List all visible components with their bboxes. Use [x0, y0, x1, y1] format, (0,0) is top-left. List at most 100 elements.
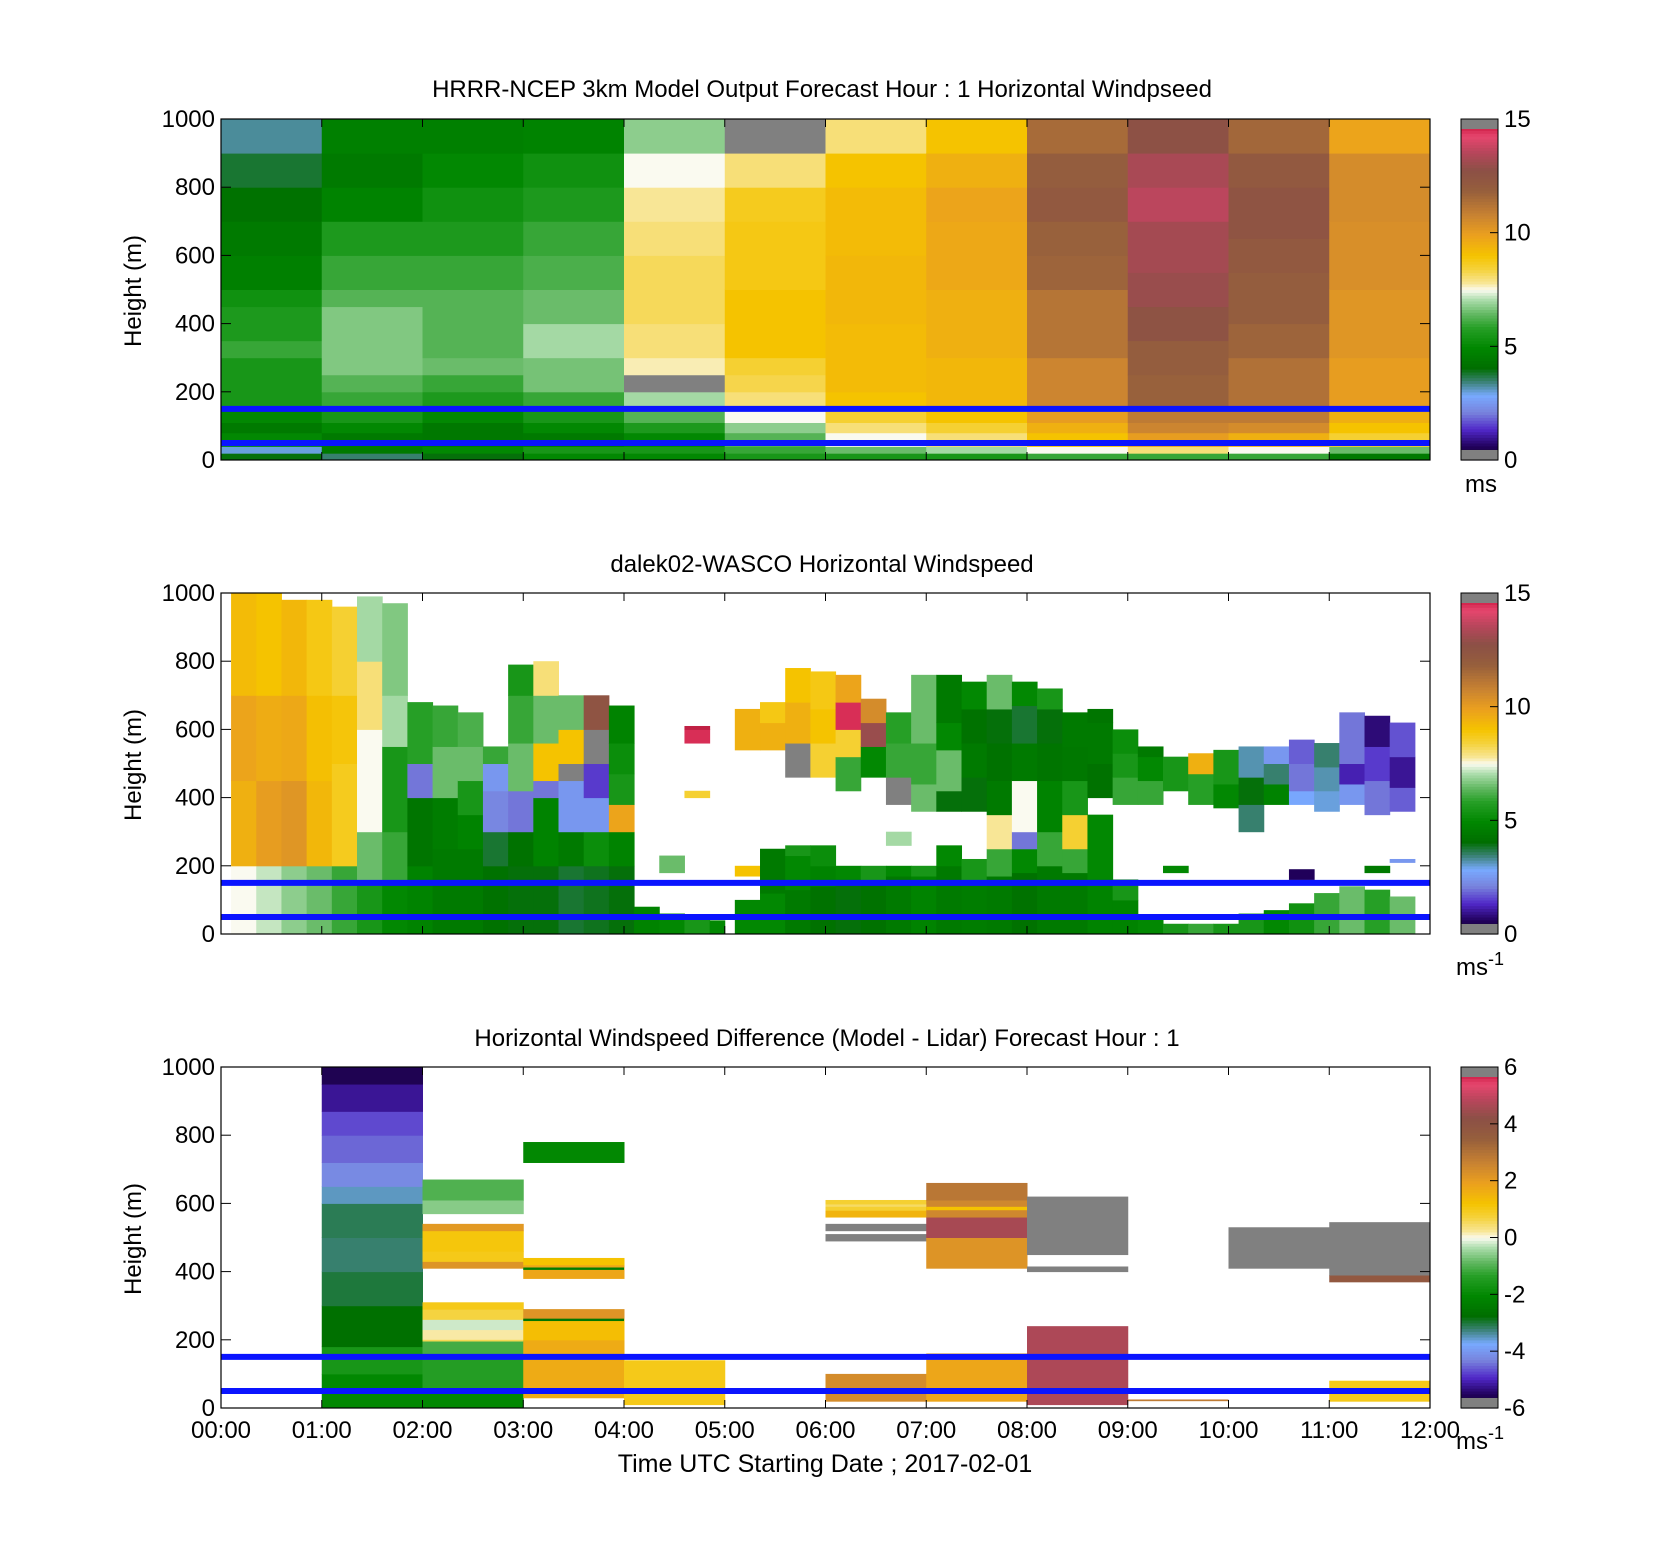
heatmap-cell — [825, 119, 927, 154]
colorbar-segment — [1461, 729, 1498, 733]
heatmap-cell — [422, 374, 524, 393]
heatmap-cell — [825, 1223, 927, 1232]
heatmap-cell — [523, 119, 625, 154]
colorbar-segment — [1461, 1118, 1498, 1122]
colorbar-segment — [1461, 837, 1498, 841]
colorbar-segment — [1461, 871, 1498, 875]
heatmap-cell — [1127, 306, 1229, 342]
heatmap-cell — [986, 780, 1013, 816]
heatmap-cell — [457, 712, 484, 747]
colorbar-segment — [1461, 786, 1498, 790]
heatmap-cell — [221, 255, 323, 290]
heatmap-cell — [608, 804, 635, 833]
heatmap-cell — [1329, 408, 1431, 423]
colorbar-segment — [1461, 1265, 1498, 1270]
colorbar-segment — [1461, 1388, 1498, 1392]
colorbar-segment — [1461, 178, 1498, 183]
colorbar-segment — [1461, 1189, 1498, 1193]
panel-diff-cbar-unit: ms-1 — [1456, 1423, 1504, 1455]
colorbar-segment — [1461, 1382, 1498, 1386]
colorbar-segment — [1461, 414, 1498, 418]
colorbar-segment — [1461, 806, 1498, 810]
colorbar-segment — [1461, 618, 1498, 623]
heatmap-cell — [684, 729, 711, 744]
colorbar-segment — [1461, 1132, 1498, 1136]
colorbar-segment — [1461, 323, 1498, 328]
colorbar-segment — [1461, 340, 1498, 345]
colorbar-segment — [1461, 885, 1498, 890]
colorbar-segment — [1461, 1123, 1498, 1128]
colorbar-tick-label: 0 — [1504, 447, 1517, 474]
heatmap-cell — [583, 695, 610, 730]
colorbar-segment — [1461, 337, 1498, 342]
heatmap-cell — [724, 357, 826, 376]
heatmap-cell — [1329, 422, 1431, 434]
colorbar-tick-label: -6 — [1504, 1395, 1525, 1422]
heatmap-cell — [1364, 889, 1391, 935]
colorbar-segment — [1461, 386, 1498, 390]
colorbar-segment — [1461, 306, 1498, 310]
heatmap-cell — [523, 153, 625, 188]
heatmap-cell — [926, 1217, 1028, 1238]
colorbar-segment — [1461, 1285, 1498, 1290]
colorbar-segment — [1461, 763, 1498, 767]
colorbar-segment — [1461, 1089, 1498, 1094]
colorbar-segment — [1461, 295, 1498, 299]
heatmap-cell — [608, 831, 635, 867]
colorbar-segment — [1461, 752, 1498, 756]
heatmap-cell — [1228, 272, 1330, 325]
x-tick-label: 03:00 — [493, 1417, 553, 1444]
heatmap-cell — [432, 746, 459, 799]
heatmap-cell — [785, 845, 811, 857]
heatmap-cell — [321, 153, 423, 188]
colorbar-segment — [1461, 1319, 1498, 1324]
heatmap-cell — [1339, 783, 1366, 805]
heatmap-cell — [382, 746, 408, 833]
heatmap-cell — [1228, 153, 1330, 188]
colorbar-segment — [1461, 803, 1498, 807]
colorbar-segment — [1461, 1231, 1498, 1236]
heatmap-cell — [523, 422, 625, 434]
colorbar-segment — [1461, 902, 1498, 907]
colorbar-segment — [1461, 383, 1498, 387]
heatmap-cell — [724, 453, 826, 461]
colorbar-segment — [1461, 823, 1498, 827]
heatmap-cell — [533, 743, 560, 782]
colorbar-segment — [1461, 309, 1498, 313]
heatmap-cell — [1339, 886, 1366, 935]
colorbar-segment — [1461, 1197, 1498, 1202]
colorbar-segment — [1461, 629, 1498, 634]
heatmap-cell — [1037, 688, 1063, 710]
heatmap-cell — [382, 882, 408, 935]
heatmap-strip — [523, 1318, 624, 1322]
colorbar-segment — [1461, 757, 1498, 762]
colorbar-segment — [1461, 851, 1498, 856]
heatmap-cell — [422, 422, 524, 434]
colorbar-segment — [1461, 695, 1498, 699]
heatmap-cell — [885, 831, 912, 846]
heatmap-cell — [422, 391, 524, 410]
heatmap-cell — [1087, 708, 1114, 724]
heatmap-cell — [1163, 865, 1189, 874]
heatmap-cell — [1228, 453, 1330, 461]
colorbar-segment — [1461, 854, 1498, 858]
heatmap-cell — [936, 845, 963, 867]
heatmap-cell — [926, 221, 1028, 290]
panel-diff-xticks: 00:00 01:00 02:00 03:00 04:00 05:00 06:00 07:00… — [191, 1067, 1460, 1444]
colorbar-segment — [1461, 604, 1498, 608]
heatmap-cell — [1127, 422, 1229, 434]
colorbar-segment — [1461, 1282, 1498, 1287]
panel-diff-yticks: 0 200 400 600 800 1000 — [162, 1054, 1430, 1422]
heatmap-cell — [961, 681, 988, 710]
heatmap-cell — [508, 790, 534, 833]
heatmap-cell — [724, 446, 826, 454]
colorbar-segment — [1461, 1371, 1498, 1375]
colorbar-tick-label: 5 — [1504, 807, 1517, 834]
heatmap-cell — [422, 221, 524, 256]
heatmap-cell — [1213, 749, 1240, 785]
colorbar-segment — [1461, 664, 1498, 668]
colorbar-segment — [1461, 1385, 1498, 1389]
panel-lidar-colorbar: 0 5 10 15 — [1460, 580, 1531, 948]
heatmap-cell — [825, 255, 927, 325]
colorbar-segment — [1461, 286, 1498, 291]
